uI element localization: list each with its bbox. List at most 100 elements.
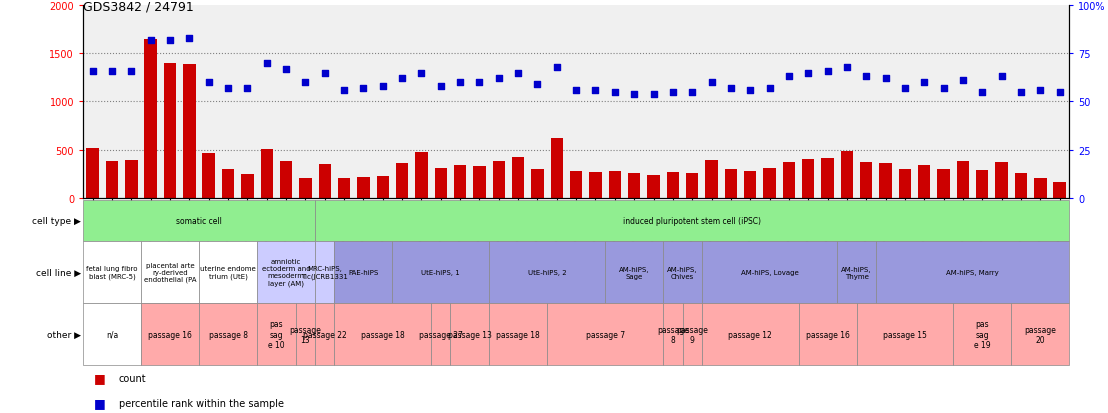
Point xyxy=(819,68,837,75)
Bar xyxy=(318,165,331,198)
Point xyxy=(412,70,430,77)
Text: passage 22: passage 22 xyxy=(302,330,347,339)
Text: passage 12: passage 12 xyxy=(728,330,772,339)
Bar xyxy=(141,242,199,304)
Bar xyxy=(83,200,315,242)
Text: passage
20: passage 20 xyxy=(1024,325,1056,344)
Bar xyxy=(86,148,99,198)
Bar xyxy=(396,164,409,198)
Bar xyxy=(1054,183,1066,198)
Bar xyxy=(664,242,701,304)
Point xyxy=(761,85,779,92)
Point xyxy=(277,66,295,73)
Point xyxy=(316,70,334,77)
Bar xyxy=(667,172,679,198)
Point xyxy=(1012,89,1029,96)
Point xyxy=(373,83,391,90)
Point xyxy=(258,61,276,67)
Bar xyxy=(995,163,1008,198)
Bar xyxy=(338,178,350,198)
Point xyxy=(123,68,141,75)
Bar xyxy=(937,169,950,198)
Text: uterine endome
trium (UtE): uterine endome trium (UtE) xyxy=(201,266,256,279)
Bar xyxy=(605,242,664,304)
Bar xyxy=(242,174,254,198)
Bar xyxy=(315,242,335,304)
Point xyxy=(935,85,953,92)
Point xyxy=(567,88,585,94)
Point xyxy=(548,64,566,71)
Bar xyxy=(315,304,335,366)
Bar xyxy=(628,173,640,198)
Bar xyxy=(222,169,235,198)
Text: pas
sag
e 10: pas sag e 10 xyxy=(268,320,285,349)
Text: amniotic
ectoderm and
mesoderm
layer (AM): amniotic ectoderm and mesoderm layer (AM… xyxy=(261,259,310,286)
Text: pas
sag
e 19: pas sag e 19 xyxy=(974,320,991,349)
Bar xyxy=(705,161,718,198)
Point xyxy=(664,89,681,96)
Bar xyxy=(821,159,834,198)
Text: passage
13: passage 13 xyxy=(289,325,321,344)
Bar xyxy=(296,304,315,366)
Bar xyxy=(953,304,1012,366)
Bar xyxy=(335,304,431,366)
Point xyxy=(684,89,701,96)
Bar xyxy=(454,166,466,198)
Bar xyxy=(838,242,875,304)
Bar xyxy=(203,154,215,198)
Bar xyxy=(357,177,370,198)
Bar xyxy=(144,40,157,198)
Point xyxy=(393,76,411,83)
Bar xyxy=(647,175,659,198)
Bar xyxy=(280,162,293,198)
Point xyxy=(162,38,179,44)
Point xyxy=(336,88,353,94)
Bar xyxy=(856,304,953,366)
Bar xyxy=(199,242,257,304)
Point xyxy=(838,64,855,71)
Bar xyxy=(551,139,563,198)
Text: UtE-hiPS, 2: UtE-hiPS, 2 xyxy=(527,270,566,275)
Bar xyxy=(335,242,392,304)
Bar xyxy=(956,162,970,198)
Point xyxy=(471,80,489,86)
Text: fetal lung fibro
blast (MRC-5): fetal lung fibro blast (MRC-5) xyxy=(86,266,137,279)
Text: PAE-hiPS: PAE-hiPS xyxy=(348,270,379,275)
Bar xyxy=(531,169,544,198)
Bar xyxy=(299,179,311,198)
Point xyxy=(355,85,372,92)
Point xyxy=(645,91,663,98)
Bar xyxy=(701,242,838,304)
Bar xyxy=(392,242,489,304)
Point xyxy=(451,80,469,86)
Text: passage 18: passage 18 xyxy=(496,330,540,339)
Bar xyxy=(686,173,698,198)
Text: UtE-hiPS, 1: UtE-hiPS, 1 xyxy=(421,270,460,275)
Point xyxy=(529,82,546,88)
Point xyxy=(510,70,527,77)
Point xyxy=(606,89,624,96)
Bar xyxy=(199,304,257,366)
Text: passage 16: passage 16 xyxy=(806,330,850,339)
Bar xyxy=(880,164,892,198)
Point xyxy=(973,89,991,96)
Point xyxy=(915,80,933,86)
Bar xyxy=(260,149,273,198)
Text: passage 18: passage 18 xyxy=(361,330,404,339)
Point xyxy=(142,38,160,44)
Point xyxy=(876,76,894,83)
Bar xyxy=(763,169,776,198)
Text: AM-hiPS, Lovage: AM-hiPS, Lovage xyxy=(740,270,799,275)
Text: placental arte
ry-derived
endothelial (PA: placental arte ry-derived endothelial (P… xyxy=(144,262,196,283)
Bar xyxy=(489,304,547,366)
Point xyxy=(780,74,798,81)
Text: passage 27: passage 27 xyxy=(419,330,463,339)
Bar xyxy=(431,304,451,366)
Point xyxy=(432,83,450,90)
Bar xyxy=(701,304,799,366)
Bar xyxy=(860,163,872,198)
Bar xyxy=(802,160,814,198)
Point xyxy=(702,80,720,86)
Bar xyxy=(570,171,583,198)
Bar xyxy=(799,304,856,366)
